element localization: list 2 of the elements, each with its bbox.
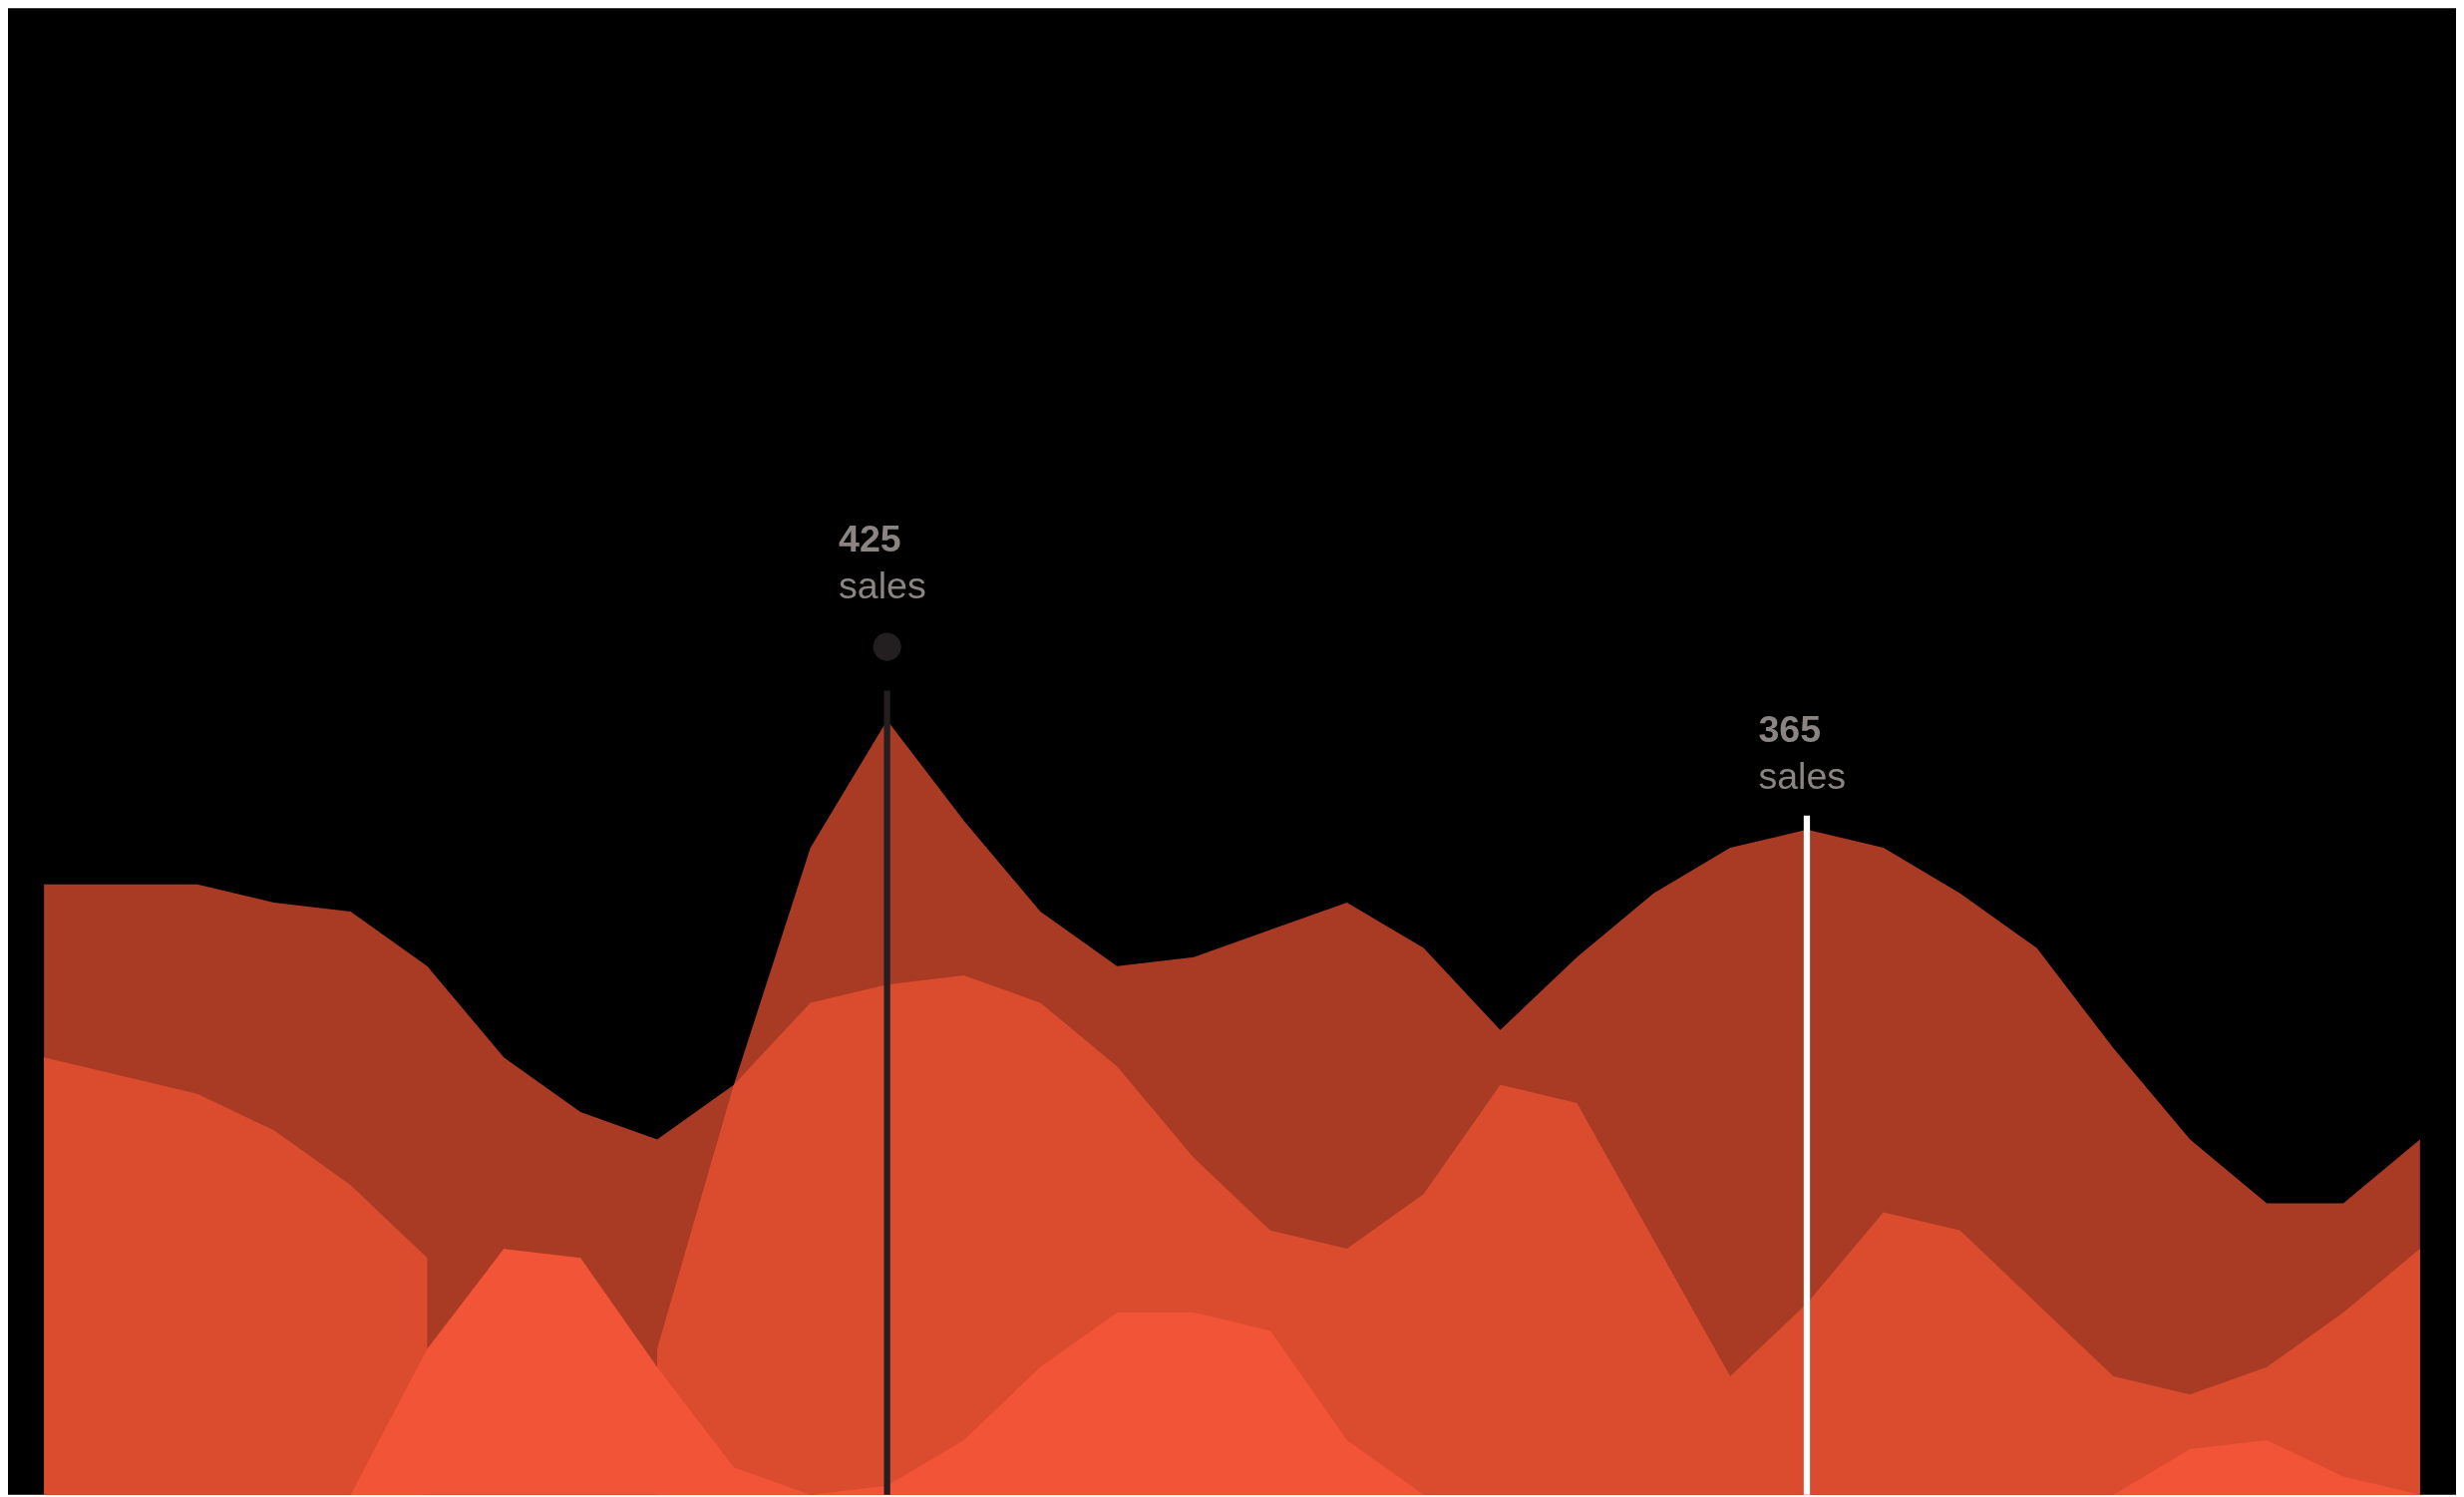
data-label: 425 sales (839, 518, 926, 607)
data-label: 365 sales (1758, 708, 1847, 798)
